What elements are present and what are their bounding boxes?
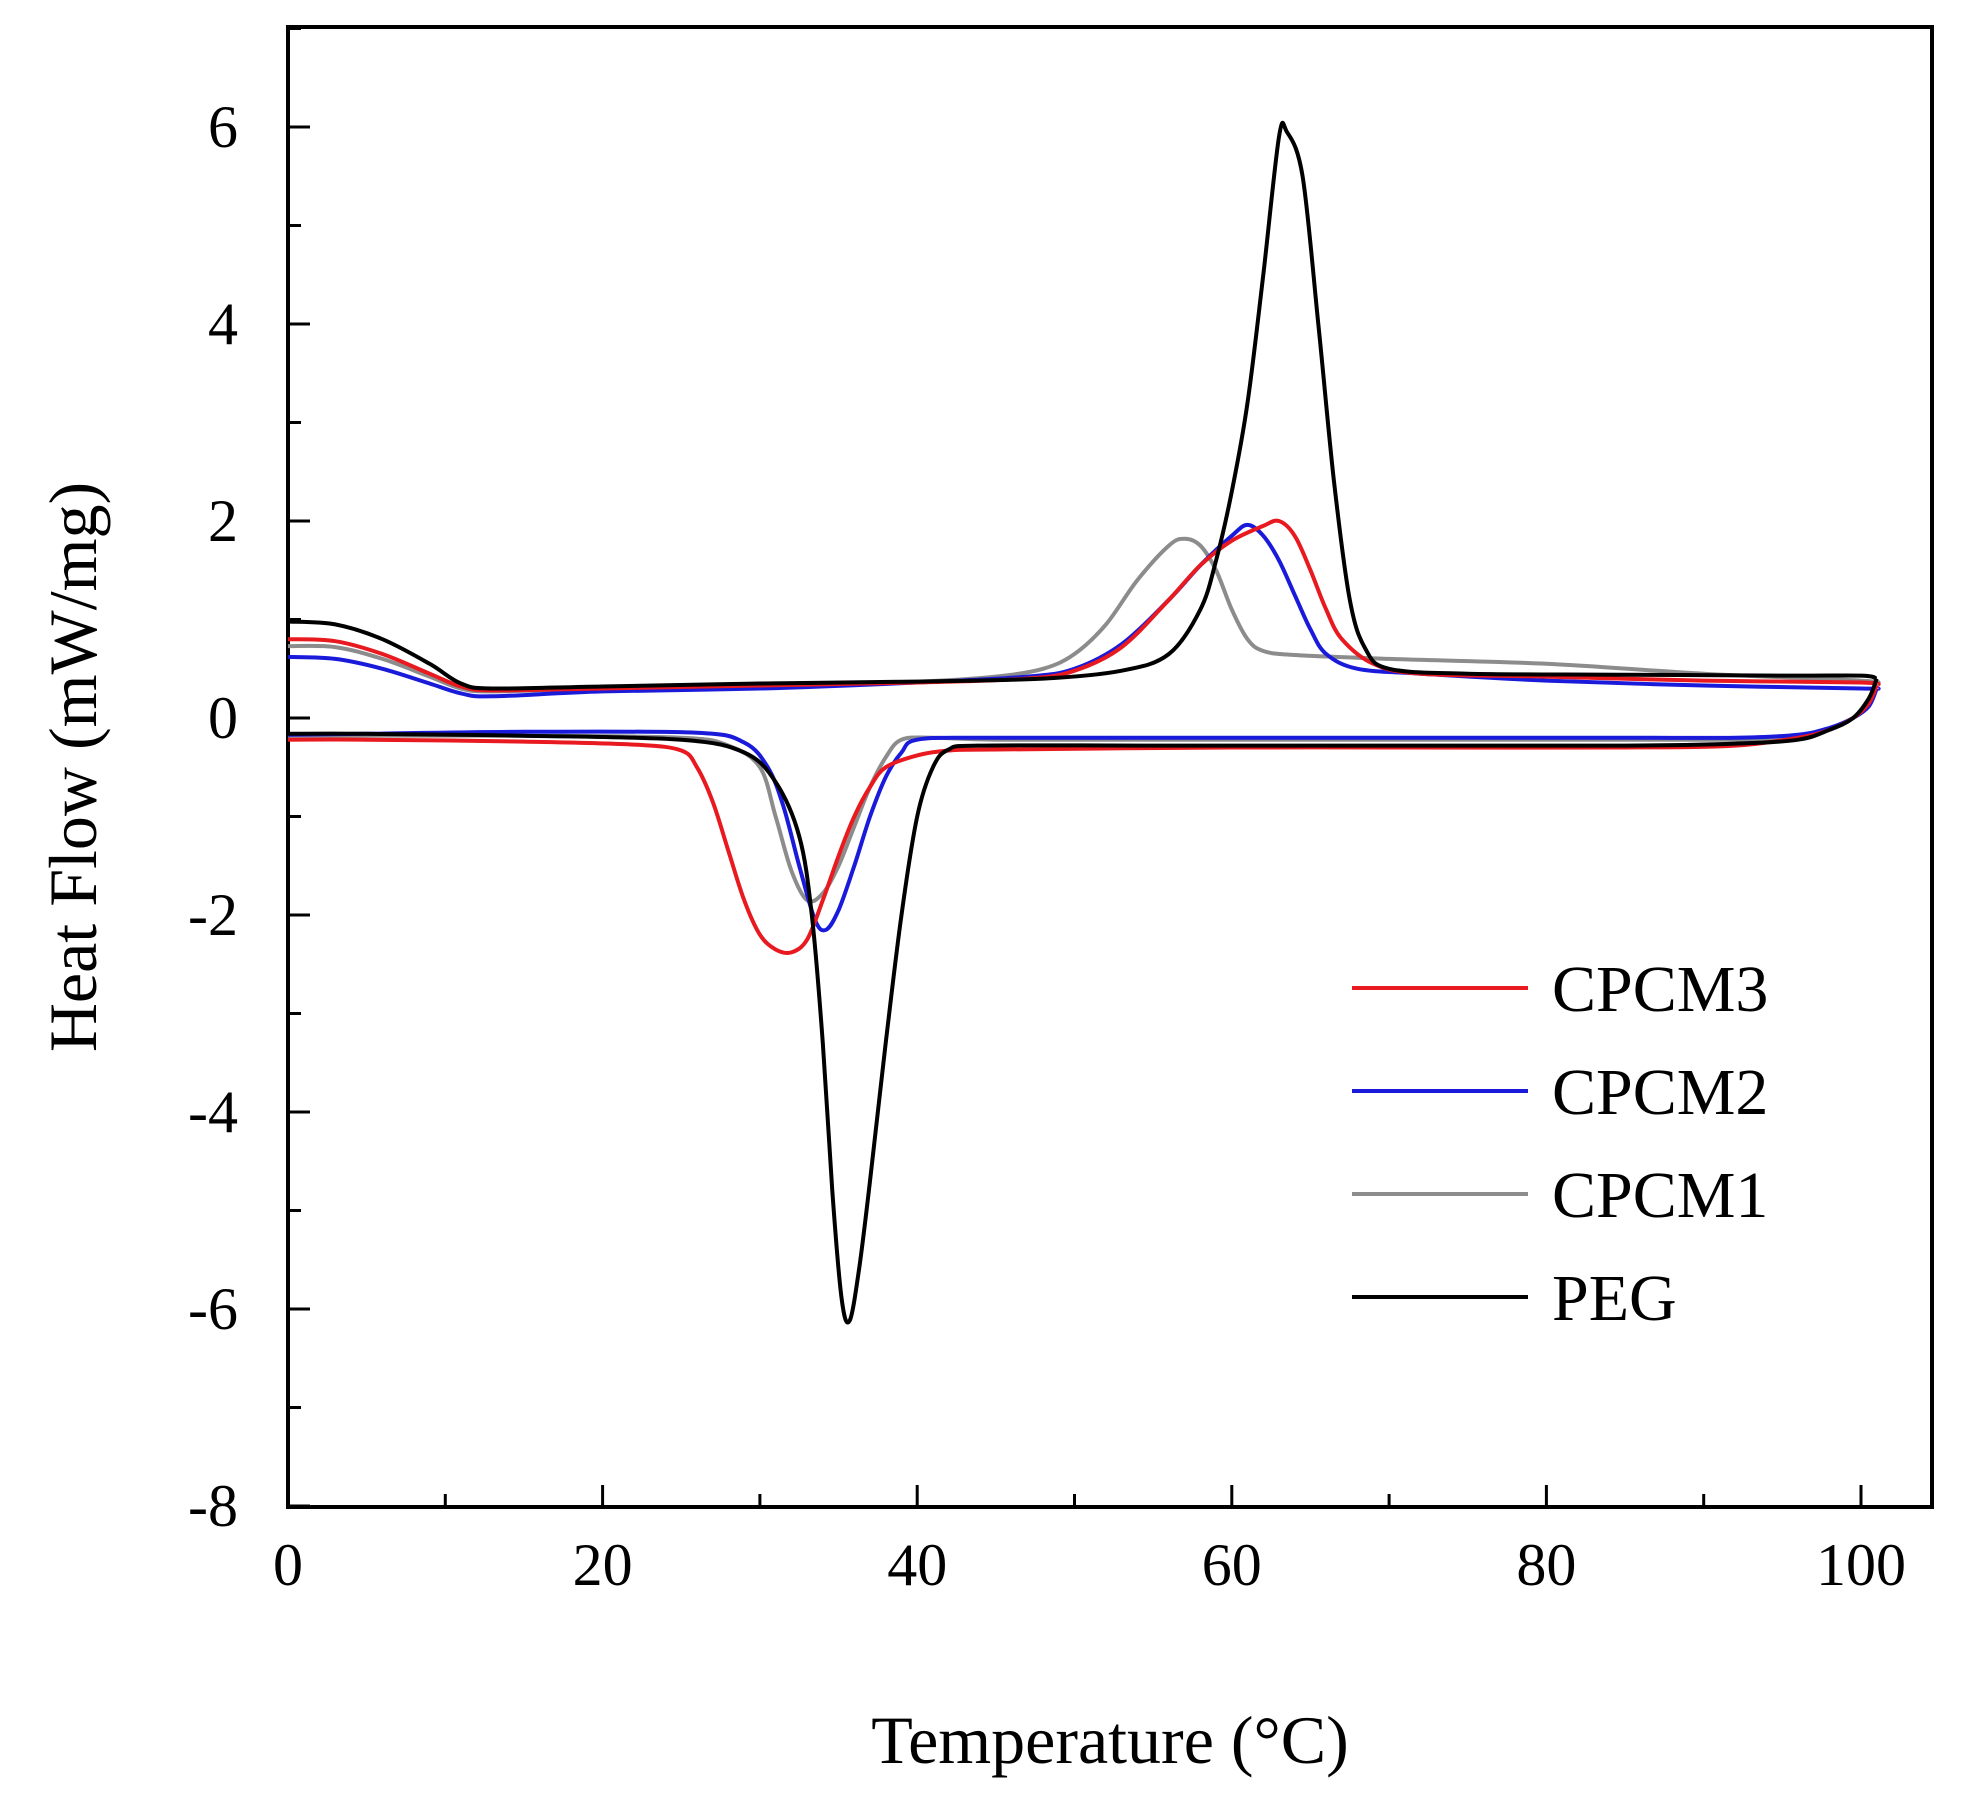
series-lines [287,120,1881,1325]
y-tick-label: 4 [208,291,238,357]
legend-label-cpcm3: CPCM3 [1552,953,1768,1026]
x-tick-label: 80 [1516,1532,1576,1598]
y-tick-label: 2 [208,488,238,554]
y-tick-label: -8 [188,1473,238,1539]
y-tick-label: -4 [188,1079,238,1145]
x-axis-title: Temperature (°C) [871,1702,1348,1778]
y-tick-label: -2 [188,882,238,948]
x-tick-labels: 0 20 40 60 80 100 [273,1532,1906,1598]
axis-ticks [286,27,1863,1508]
plot-frame [286,25,1934,1509]
y-tick-label: -6 [188,1276,238,1342]
x-tick-label: 0 [273,1532,303,1598]
y-tick-label: 0 [208,685,238,751]
series-cpcm3-cooling-curve [287,684,1879,956]
series-cpcm1-cooling-curve [288,682,1879,904]
x-tick-label: 40 [887,1532,947,1598]
series-peg-cooling-curve [287,677,1879,1325]
legend: CPCM3 CPCM2 CPCM1 PEG [1352,953,1768,1335]
series-peg-heating-curve [287,120,1878,691]
x-tick-label: 60 [1202,1532,1262,1598]
y-tick-labels: -8 -6 -4 -2 0 2 4 6 [188,94,238,1539]
legend-label-cpcm2: CPCM2 [1552,1056,1768,1129]
x-tick-label: 20 [573,1532,633,1598]
x-tick-label: 100 [1816,1532,1906,1598]
series-cpcm2-cooling-curve [287,687,1879,933]
y-tick-label: 6 [208,94,238,160]
y-axis-title: Heat Flow (mW/mg) [35,482,111,1052]
legend-label-peg: PEG [1552,1262,1677,1335]
legend-label-cpcm1: CPCM1 [1552,1159,1768,1232]
